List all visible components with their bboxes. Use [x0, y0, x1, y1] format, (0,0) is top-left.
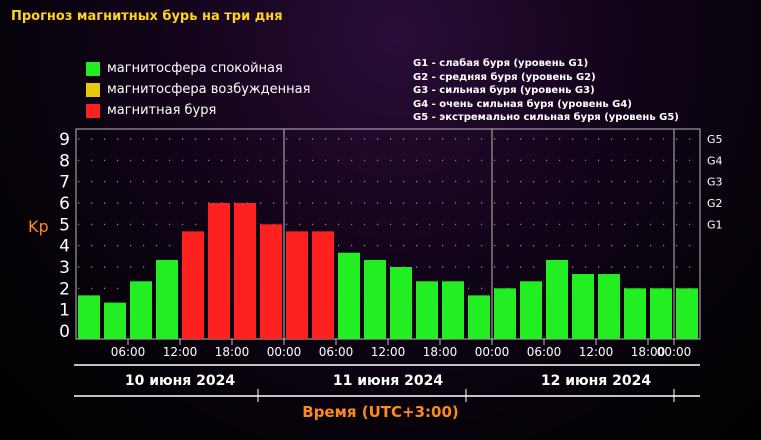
- bar: [468, 295, 490, 339]
- legend-item-storm: магнитная буря: [86, 100, 310, 121]
- bar: [416, 281, 438, 339]
- x-tick-label: 06:00: [319, 345, 354, 359]
- bar: [156, 259, 178, 339]
- g-legend-item: G5 - экстремально сильная буря (уровень …: [413, 112, 679, 124]
- legend-swatch-storm: [86, 103, 100, 118]
- y-tick-label: 3: [59, 258, 70, 278]
- g-scale-legend: G1 - слабая буря (уровень G1) G2 - средн…: [413, 57, 679, 125]
- g-legend-item: G1 - слабая буря (уровень G1): [413, 58, 589, 69]
- y-tick-label: 0: [59, 322, 70, 342]
- bar: [494, 288, 516, 339]
- x-tick-label: 00:00: [475, 345, 510, 359]
- legend-item-excited: магнитосфера возбужденная: [86, 79, 310, 100]
- bar: [676, 288, 698, 339]
- bar: [312, 231, 334, 339]
- y-tick-label: 6: [59, 194, 70, 214]
- g-legend-item: G4 - очень сильная буря (уровень G4): [413, 98, 632, 110]
- y-axis-title: Kp: [28, 217, 49, 236]
- bar: [650, 288, 672, 339]
- legend-item-quiet: магнитосфера спокойная: [86, 58, 310, 79]
- legend-label-storm: магнитная буря: [107, 103, 217, 118]
- day-label: 11 июня 2024: [333, 373, 444, 389]
- legend-label-quiet: магнитосфера спокойная: [107, 61, 283, 76]
- x-tick-label: 12:00: [163, 345, 198, 359]
- x-axis-title: Время (UTC+3:00): [302, 403, 459, 421]
- bar: [208, 203, 230, 339]
- bar: [286, 231, 308, 339]
- bar: [182, 231, 204, 339]
- x-tick-label: 18:00: [215, 345, 250, 359]
- y-tick-label: 4: [59, 237, 70, 257]
- x-tick-label: 00:00: [267, 345, 302, 359]
- bar: [624, 288, 646, 339]
- bar: [260, 224, 282, 339]
- y-tick-label: 2: [59, 279, 70, 299]
- g-tick-label: G1: [707, 218, 723, 231]
- bar: [104, 302, 126, 339]
- bar: [390, 267, 412, 339]
- bar: [338, 252, 360, 339]
- day-label: 12 июня 2024: [541, 373, 652, 389]
- g-tick-label: G5: [707, 133, 723, 146]
- x-tick-label: 12:00: [371, 345, 406, 359]
- day-label: 10 июня 2024: [125, 373, 236, 389]
- x-tick-label: 18:00: [423, 345, 458, 359]
- legend-label-excited: магнитосфера возбужденная: [107, 82, 311, 97]
- status-legend: магнитосфера спокойная магнитосфера возб…: [86, 58, 310, 121]
- bar: [78, 295, 100, 339]
- y-tick-label: 1: [59, 301, 70, 321]
- legend-swatch-excited: [86, 82, 100, 97]
- bar: [364, 259, 386, 339]
- y-tick-label: 9: [59, 130, 70, 150]
- g-tick-label: G2: [707, 197, 723, 210]
- bar: [130, 281, 152, 339]
- legend-swatch-quiet: [86, 61, 100, 76]
- x-tick-label: 06:00: [111, 345, 146, 359]
- bar: [234, 203, 256, 339]
- bar: [598, 274, 620, 339]
- page-title: Прогноз магнитных бурь на три дня: [11, 9, 283, 24]
- y-tick-label: 8: [59, 151, 70, 171]
- g-tick-label: G3: [707, 176, 723, 189]
- x-tick-label: 18:00: [631, 345, 666, 359]
- y-tick-label: 7: [59, 173, 70, 193]
- y-tick-label: 5: [59, 215, 70, 235]
- x-tick-label: 12:00: [579, 345, 614, 359]
- g-legend-item: G2 - средняя буря (уровень G2): [413, 71, 596, 83]
- g-tick-label: G4: [707, 154, 723, 167]
- bar: [520, 281, 542, 339]
- bar: [572, 274, 594, 339]
- g-legend-item: G3 - сильная буря (уровень G3): [413, 85, 595, 97]
- bar: [546, 259, 568, 339]
- bar: [442, 281, 464, 339]
- x-tick-label: 06:00: [527, 345, 562, 359]
- x-tick-label: 00:00: [657, 345, 692, 359]
